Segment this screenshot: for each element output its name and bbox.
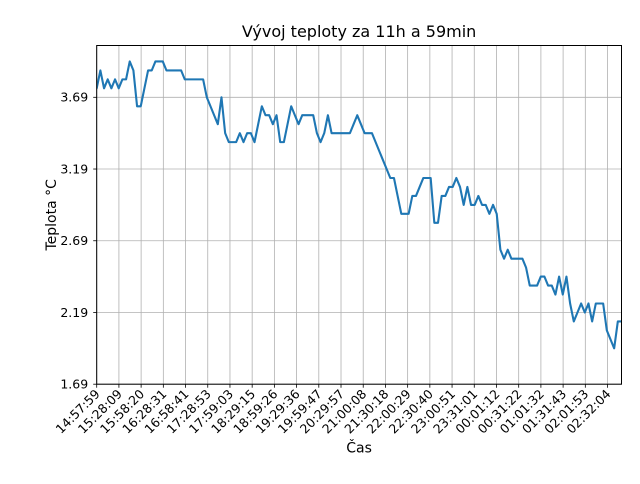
y-axis-label: Teplota °C <box>44 179 60 252</box>
chart-title: Vývoj teploty za 11h a 59min <box>242 22 476 41</box>
plot-area <box>96 45 622 385</box>
y-tick-labels: 3.69 3.19 2.69 2.19 1.69 <box>60 90 88 392</box>
x-tick-marks <box>96 384 608 388</box>
temperature-line <box>96 60 622 350</box>
y-tick-label: 2.19 <box>60 305 88 320</box>
y-tick-label: 3.19 <box>60 161 88 176</box>
x-axis-label: Čas <box>346 439 372 457</box>
y-tick-label: 1.69 <box>60 377 88 392</box>
y-tick-label: 3.69 <box>60 90 88 105</box>
y-tick-label: 2.69 <box>60 233 88 248</box>
y-tick-marks <box>93 96 97 385</box>
x-tick-labels: 14:57:5915:28:0915:58:2016:28:3116:58:41… <box>53 386 614 436</box>
plot-frame <box>96 45 622 385</box>
